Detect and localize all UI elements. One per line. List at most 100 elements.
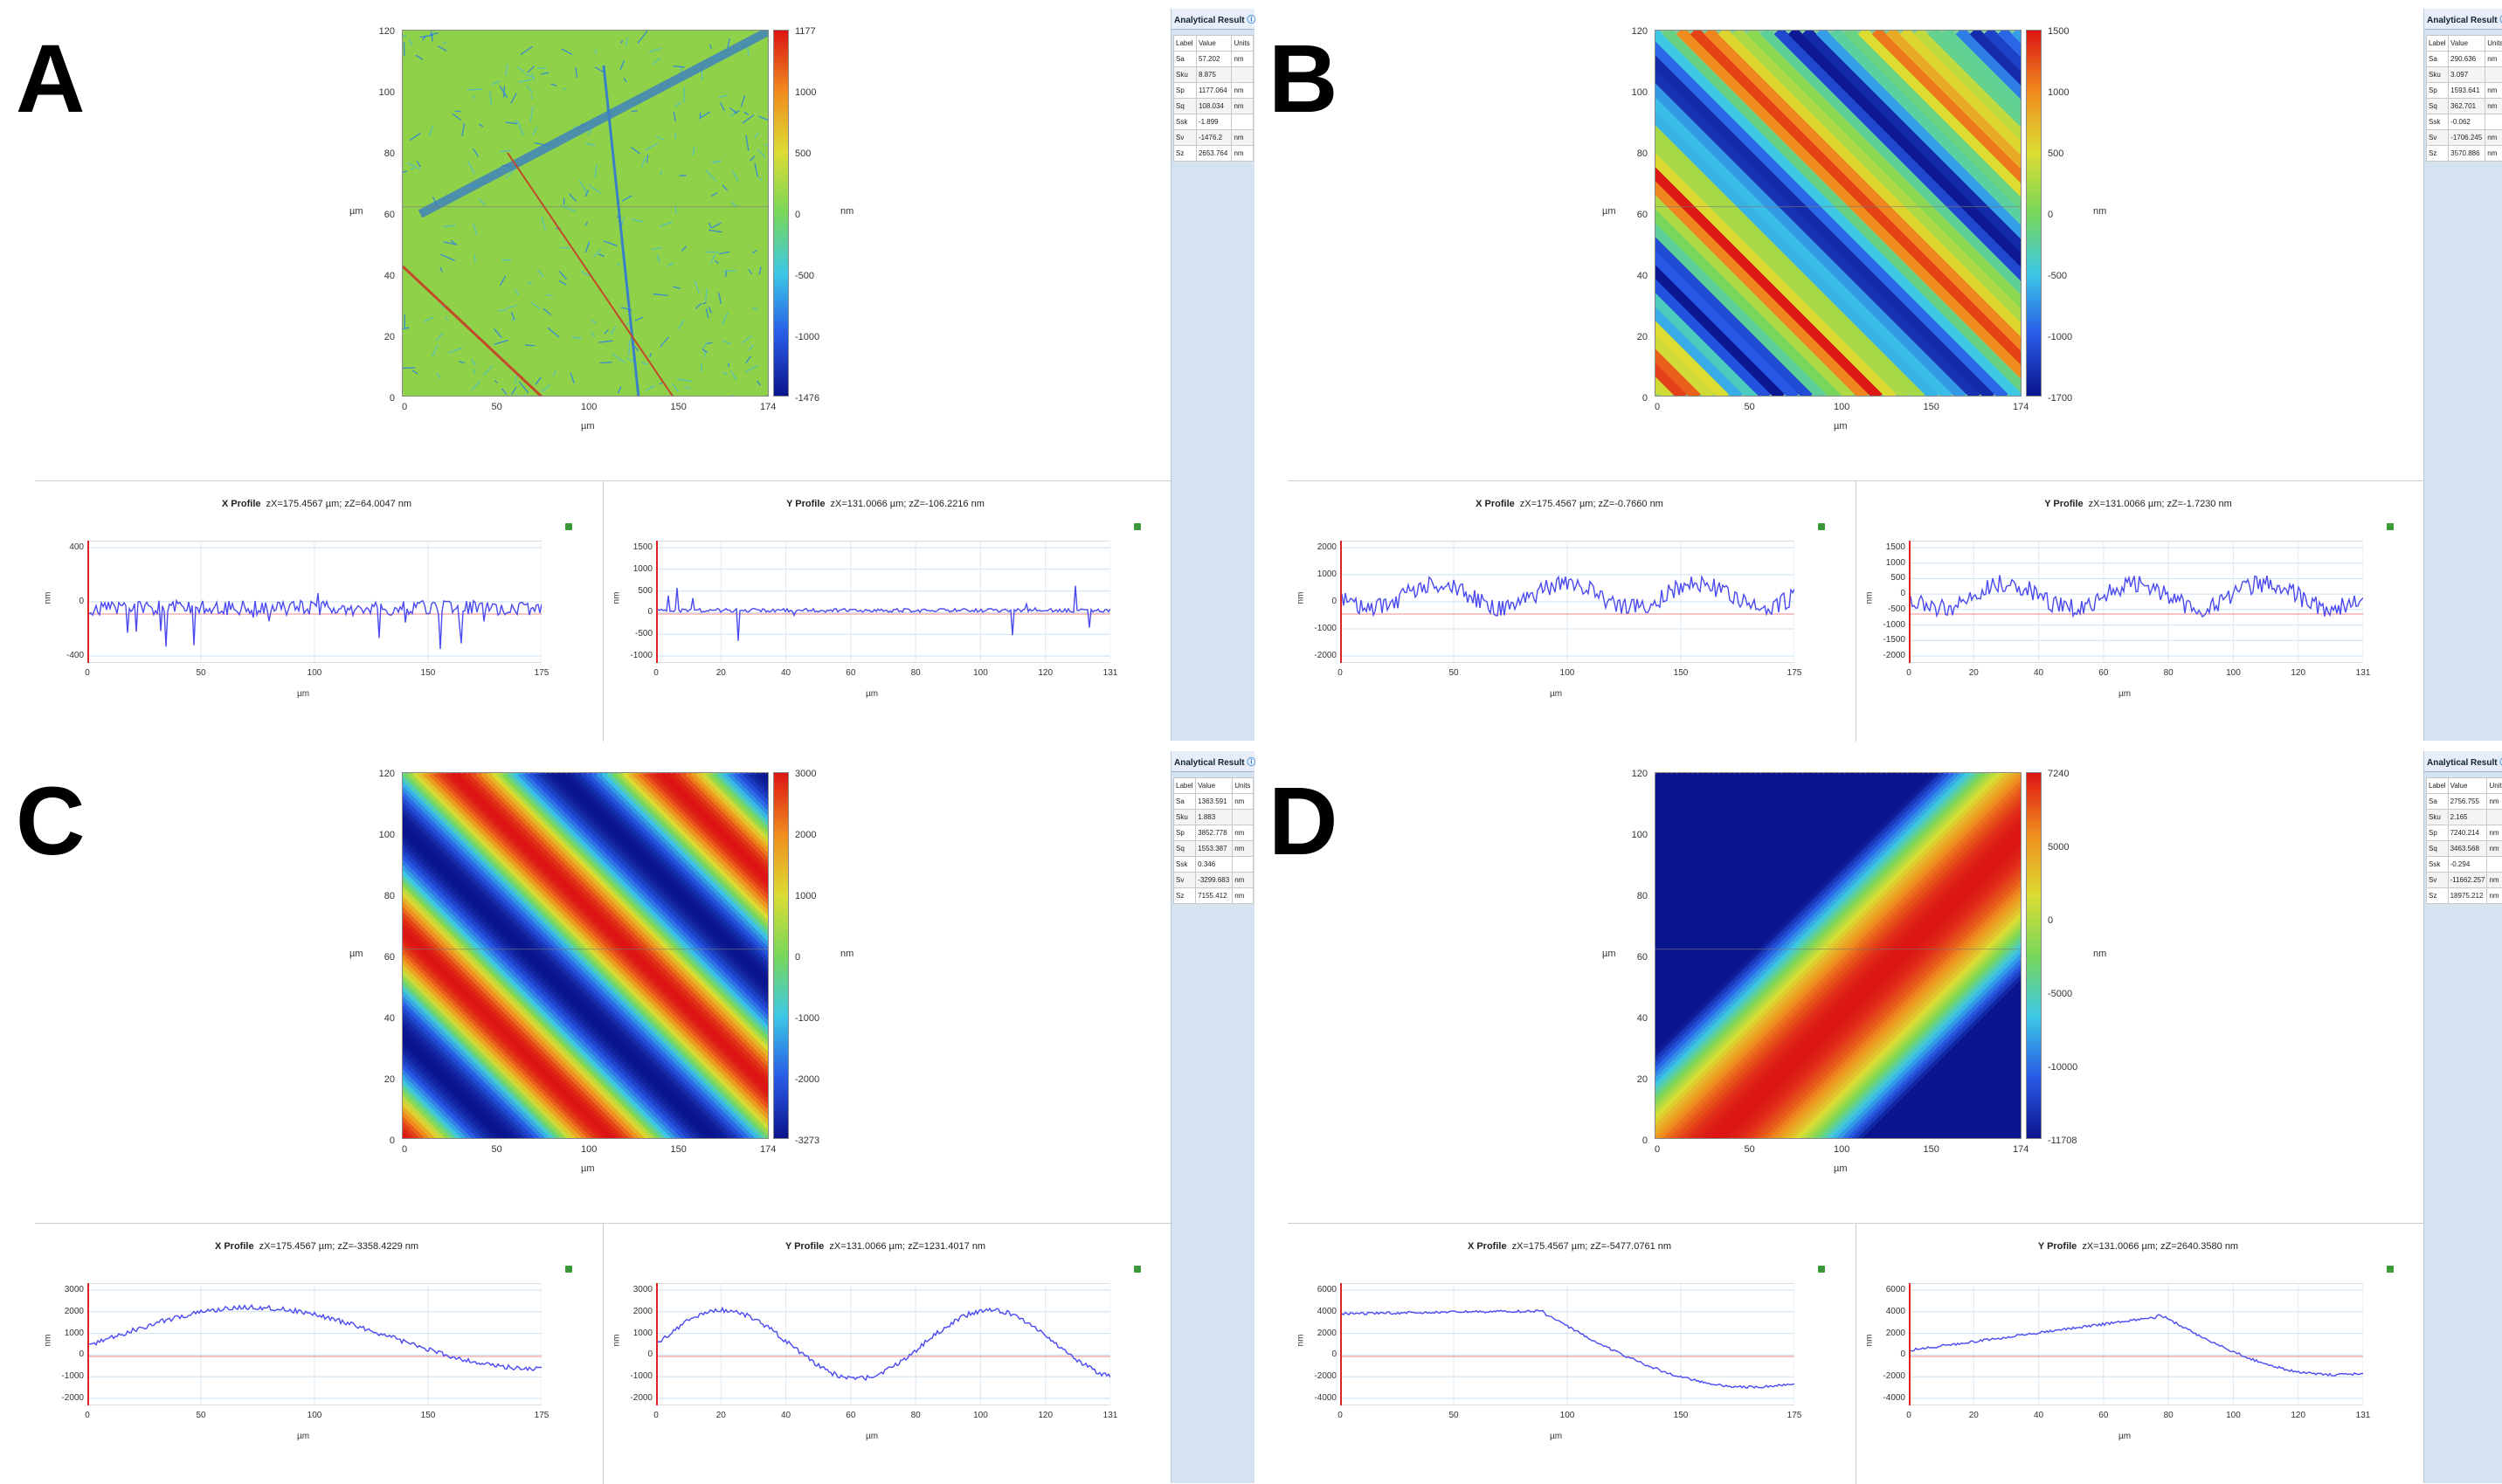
help-icon[interactable]: ⓘ [2498, 16, 2502, 25]
map-y-unit: µm [349, 206, 363, 217]
profile-info: zX=175.4567 µm; zZ=-5477.0761 nm [1512, 1241, 1671, 1252]
table-cell: 1553.387 [1196, 841, 1233, 857]
table-cell: nm [2487, 825, 2502, 841]
surface-map[interactable] [402, 772, 769, 1139]
table-cell: Sz [1174, 146, 1197, 162]
x-tick-label: 174 [760, 1144, 776, 1155]
x-tick-label: 120 [1035, 668, 1056, 678]
table-cell: nm [1233, 873, 1254, 888]
profile-marker-icon[interactable] [1134, 523, 1141, 530]
x-tick-label: 131 [2353, 1411, 2374, 1420]
analytical-result-title[interactable]: Analytical Result ⓘ [1172, 751, 1254, 772]
profile-marker-icon[interactable] [2387, 523, 2394, 530]
analytical-result-title[interactable]: Analytical Result ⓘ [1172, 9, 1254, 30]
profile-marker-icon[interactable] [1818, 523, 1825, 530]
analytical-result-label: Analytical Result [2427, 16, 2498, 25]
y-tick-label: 3000 [612, 1285, 653, 1294]
y-tick-label: 2000 [1296, 1329, 1337, 1338]
table-cell: Sz [1174, 888, 1196, 904]
surface-map[interactable] [402, 30, 769, 397]
table-cell: -0.062 [2449, 114, 2485, 130]
x-tick-label: 0 [1655, 402, 1660, 412]
surface-map-svg [403, 31, 769, 397]
table-cell: 290.636 [2449, 52, 2485, 67]
colorbar-unit: nm [840, 206, 854, 217]
table-cell: -1706.245 [2449, 130, 2485, 146]
profile-marker-icon[interactable] [2387, 1266, 2394, 1273]
colorbar-tick-label: 0 [795, 210, 800, 220]
x-tick-label: 131 [2353, 668, 2374, 678]
table-cell: 1363.591 [1196, 794, 1233, 810]
table-cell [2487, 810, 2502, 825]
profile-marker-icon[interactable] [1818, 1266, 1825, 1273]
y-tick-label: 500 [612, 586, 653, 596]
x-tick-label: 100 [970, 1411, 991, 1420]
surface-map[interactable] [1655, 772, 2022, 1139]
profile-x-unit: µm [866, 689, 878, 699]
help-icon[interactable]: ⓘ [2498, 758, 2502, 768]
y-tick-label: 20 [384, 1074, 395, 1085]
y-tick-label: 20 [384, 332, 395, 342]
x-tick-label: 150 [1670, 1411, 1691, 1420]
profile-plot-svg [87, 1283, 542, 1405]
x-tick-label: 80 [2158, 1411, 2179, 1420]
surface-map[interactable] [1655, 30, 2022, 397]
table-row[interactable]: Ssk-0.062 [2427, 114, 2502, 130]
table-cell: -1.899 [1196, 114, 1232, 130]
x-tick-label: 0 [402, 1144, 407, 1155]
x-tick-label: 0 [1898, 1411, 1919, 1420]
table-cell: Sv [1174, 873, 1196, 888]
x-tick-label: 40 [776, 668, 797, 678]
x-tick-label: 175 [531, 1411, 552, 1420]
table-row[interactable]: Ssk-0.294 [2427, 857, 2502, 873]
analytical-result-title[interactable]: Analytical Result ⓘ [2424, 751, 2502, 772]
x-tick-label: 60 [2093, 668, 2114, 678]
colorbar-tick-label: 500 [2048, 148, 2063, 159]
table-cell: 7155.412 [1196, 888, 1233, 904]
y-tick-label: -2000 [44, 1393, 84, 1403]
profile-marker-icon[interactable] [565, 1266, 572, 1273]
x-tick-label: 175 [1784, 668, 1805, 678]
table-header-cell: Label [2427, 778, 2449, 794]
profile-marker-icon[interactable] [1134, 1266, 1141, 1273]
x-tick-label: 150 [1670, 668, 1691, 678]
analytical-result-title[interactable]: Analytical Result ⓘ [2424, 9, 2502, 30]
analytical-table: LabelValueUnitsSa2756.755nmSku2.165Sp724… [2426, 777, 2502, 904]
table-row[interactable]: Ssk-1.899 [1174, 114, 1254, 130]
profile-marker-icon[interactable] [565, 523, 572, 530]
x-tick-label: 20 [710, 668, 731, 678]
